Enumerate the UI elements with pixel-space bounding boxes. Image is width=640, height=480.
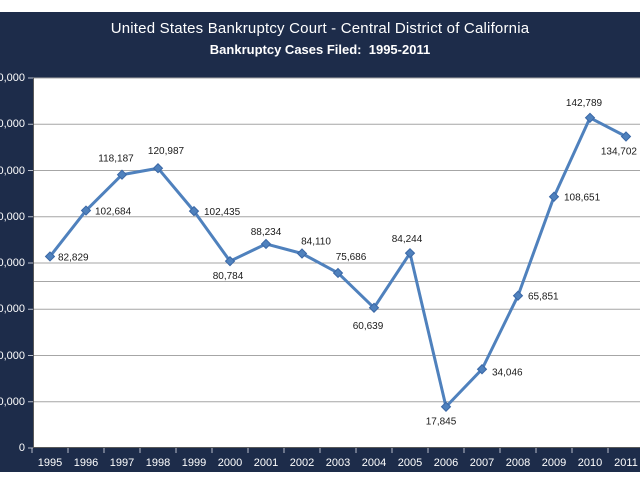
x-tick-label: 2002 xyxy=(289,457,315,469)
data-point-2005 xyxy=(404,247,416,259)
x-tick-label: 1999 xyxy=(181,457,207,469)
x-tick-label: 2009 xyxy=(541,457,567,469)
data-label-1997: 118,187 xyxy=(98,154,134,165)
y-tick-label: 60,000 xyxy=(0,303,25,316)
data-point-1997 xyxy=(116,169,128,180)
data-label-2009: 108,651 xyxy=(564,193,601,204)
data-point-1999 xyxy=(188,205,200,217)
chart-subtitle: Bankruptcy Cases Filed: 1995-2011 xyxy=(209,42,431,57)
data-label-1995: 82,829 xyxy=(58,252,89,263)
x-tick-label: 2005 xyxy=(397,457,423,469)
data-label-2004: 60,639 xyxy=(353,321,384,332)
data-point-2007 xyxy=(476,364,488,375)
x-tick-label: 1997 xyxy=(109,457,135,469)
x-tick-label: 2007 xyxy=(469,457,495,469)
data-point-1996 xyxy=(80,205,92,216)
y-tick-label: 80,000 xyxy=(0,257,25,269)
data-label-1999: 102,435 xyxy=(204,207,241,218)
data-point-2004 xyxy=(368,302,380,313)
data-point-2002 xyxy=(296,248,308,259)
data-point-2006 xyxy=(440,401,452,412)
data-label-2011: 134,702 xyxy=(601,147,638,158)
y-tick-label: 20,000 xyxy=(0,395,25,408)
y-tick-label: 120,000 xyxy=(0,164,25,177)
data-point-2008 xyxy=(512,290,524,301)
x-tick-label: 1995 xyxy=(37,457,63,469)
data-label-2005: 84,244 xyxy=(392,234,423,245)
y-tick-label: 140,000 xyxy=(0,118,25,131)
data-point-2011 xyxy=(620,131,632,142)
data-label-2008: 65,851 xyxy=(528,292,559,303)
data-point-2010 xyxy=(584,112,596,124)
y-tick-label: 100,000 xyxy=(0,210,25,223)
x-tick-label: 2008 xyxy=(505,457,531,469)
data-label-2003: 75,686 xyxy=(336,252,367,263)
plot-area: 82,829 102,684 118,187 120,987 102,435 80,784… xyxy=(28,77,640,453)
data-label-2002: 84,110 xyxy=(301,236,331,247)
x-tick-label: 2004 xyxy=(361,457,387,469)
data-label-2007: 34,046 xyxy=(492,367,523,378)
data-label-2001: 88,234 xyxy=(251,227,282,238)
data-label-2000: 80,784 xyxy=(213,271,244,282)
data-point-2009 xyxy=(548,191,560,202)
data-point-2001 xyxy=(260,238,272,250)
data-point-2000 xyxy=(224,255,236,267)
x-tick-label: 2003 xyxy=(325,457,351,469)
x-tick-label: 2010 xyxy=(577,457,603,469)
y-tick-label: 0 xyxy=(18,442,25,454)
data-point-2003 xyxy=(332,267,344,279)
x-tick-label: 1998 xyxy=(145,457,171,469)
y-tick-label: 160,000 xyxy=(0,72,25,84)
x-tick-label: 2011 xyxy=(614,457,638,469)
data-label-2006: 17,845 xyxy=(426,417,457,428)
y-tick-label: 40,000 xyxy=(0,349,25,362)
x-tick-label: 2006 xyxy=(433,457,459,469)
plot-svg: 82,829 102,684 118,187 120,987 102,435 80,784… xyxy=(28,77,640,453)
data-label-1998: 120,987 xyxy=(148,146,185,157)
data-label-2010: 142,789 xyxy=(566,98,603,109)
x-tick-label: 2001 xyxy=(253,457,279,469)
data-label-1996: 102,684 xyxy=(95,207,132,218)
x-tick-label: 2000 xyxy=(217,457,243,469)
x-tick-label: 1996 xyxy=(73,457,99,469)
chart-title: United States Bankruptcy Court - Central… xyxy=(110,20,530,37)
data-point-1998 xyxy=(152,163,164,174)
data-point-1995 xyxy=(44,251,56,262)
